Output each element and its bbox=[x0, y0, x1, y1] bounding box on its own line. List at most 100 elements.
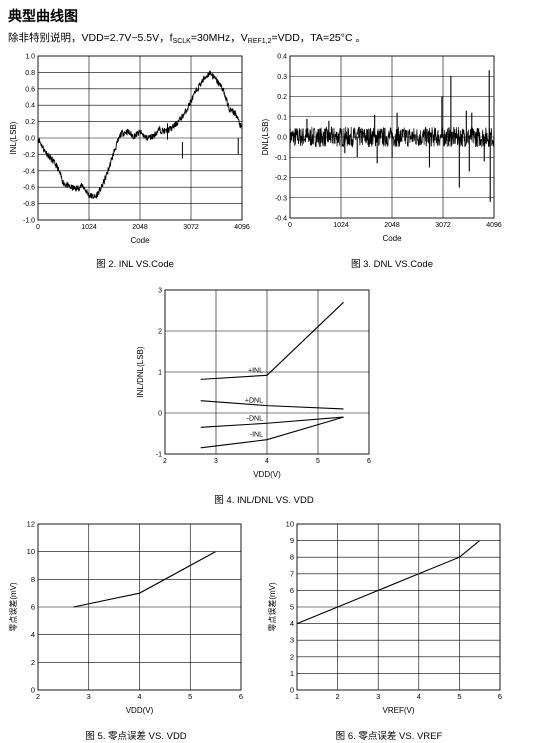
conditions-sclk-subscript: SCLK bbox=[172, 38, 191, 45]
fig6-ytick-label: 10 bbox=[286, 520, 294, 529]
conditions-suffix: =VDD，TA=25°C 。 bbox=[271, 32, 366, 44]
fig4-plot-frame bbox=[164, 289, 370, 455]
fig3-ytick-label: 0.3 bbox=[277, 74, 287, 81]
fig5-xtick-label: 6 bbox=[239, 692, 243, 701]
fig2-xtick-label: 1024 bbox=[81, 224, 97, 231]
test-conditions: 除非特别说明，VDD=2.7V~5.5V，fSCLK=30MHz，VREF1,2… bbox=[8, 30, 366, 45]
fig3-xtick-label: 4096 bbox=[486, 222, 502, 229]
fig3-ytick-label: -0.4 bbox=[275, 216, 287, 223]
fig6-xtick-label: 1 bbox=[295, 692, 299, 701]
fig2-ylabel: INL(LSB) bbox=[9, 121, 18, 154]
fig6-ytick-label: 5 bbox=[290, 603, 294, 612]
fig2-ytick-label: -0.8 bbox=[23, 201, 35, 208]
conditions-prefix: 除非特别说明，VDD=2.7V~5.5V，f bbox=[8, 32, 173, 44]
fig4-xtick-label: 3 bbox=[214, 458, 218, 465]
fig6-ytick-label: 0 bbox=[290, 686, 294, 695]
fig6-ytick-label: 6 bbox=[290, 586, 294, 595]
fig3-ytick-label: 0.4 bbox=[277, 54, 287, 61]
fig4-ytick-label: 2 bbox=[158, 329, 162, 336]
fig5-xtick-label: 3 bbox=[87, 692, 91, 701]
conditions-mid: =30MHz，V bbox=[190, 32, 248, 44]
fig4-line-inl bbox=[200, 301, 344, 380]
fig4-series-label: -INL bbox=[250, 432, 263, 439]
fig4-line-dnl bbox=[200, 416, 344, 428]
fig6-xtick-label: 4 bbox=[417, 692, 421, 701]
fig6-caption: 图 6. 零点误差 VS. VREF bbox=[335, 731, 443, 742]
fig6-ytick-label: 8 bbox=[290, 553, 294, 562]
fig3-caption: 图 3. DNL VS.Code bbox=[350, 259, 434, 270]
fig4-series-label: +INL bbox=[248, 367, 263, 374]
fig6-xlabel: VREF(V) bbox=[383, 706, 415, 715]
fig6-ytick-label: 9 bbox=[290, 536, 294, 545]
fig4-xtick-label: 5 bbox=[316, 458, 320, 465]
fig4-series-label: +DNL bbox=[245, 398, 263, 405]
fig2-ytick-label: 0.2 bbox=[25, 119, 35, 126]
fig4-ytick-label: 1 bbox=[158, 370, 162, 377]
fig2-plot-frame bbox=[37, 55, 243, 221]
fig2-xtick-label: 3072 bbox=[183, 224, 199, 231]
fig6-plot-frame bbox=[296, 523, 501, 691]
fig5-xtick-label: 5 bbox=[188, 692, 192, 701]
fig2-ytick-label: -0.6 bbox=[23, 185, 35, 192]
fig4-series-label: -DNL bbox=[247, 415, 263, 422]
fig2-ytick-label: -1.0 bbox=[23, 218, 35, 225]
fig3-ytick-label: 0.0 bbox=[277, 135, 287, 142]
fig6-ytick-label: 1 bbox=[290, 669, 294, 678]
fig4-line-dnl bbox=[200, 400, 344, 410]
fig5-ytick-label: 2 bbox=[31, 658, 35, 667]
fig5-ytick-label: 4 bbox=[31, 630, 35, 639]
fig2-ytick-label: 0.6 bbox=[25, 86, 35, 93]
fig4-xtick-label: 2 bbox=[163, 458, 167, 465]
fig4-xtick-label: 6 bbox=[367, 458, 371, 465]
fig2-inl-trace bbox=[37, 70, 243, 199]
fig5-caption: 图 5. 零点误差 VS. VDD bbox=[85, 731, 187, 742]
fig5-xlabel: VDD(V) bbox=[126, 706, 154, 715]
fig3-xtick-label: 2048 bbox=[384, 222, 400, 229]
fig4-line-inl bbox=[200, 416, 344, 449]
fig5-plot-frame bbox=[37, 523, 242, 691]
fig2-ytick-label: 0.4 bbox=[25, 103, 35, 110]
fig5-ytick-label: 0 bbox=[31, 686, 35, 695]
fig2-ytick-label: -0.4 bbox=[23, 168, 35, 175]
fig6-ytick-label: 4 bbox=[290, 619, 294, 628]
fig5-ytick-label: 10 bbox=[27, 547, 35, 556]
fig3-xlabel: Code bbox=[382, 234, 402, 243]
fig2-xtick-label: 4096 bbox=[234, 224, 250, 231]
fig5-line-series0 bbox=[73, 551, 216, 608]
section-title: 典型曲线图 bbox=[8, 8, 78, 24]
fig2-caption: 图 2. INL VS.Code bbox=[96, 259, 174, 270]
fig2-xtick-label: 0 bbox=[36, 224, 40, 231]
fig3-ytick-label: 0.1 bbox=[277, 114, 287, 121]
fig4-xtick-label: 4 bbox=[265, 458, 269, 465]
fig4-caption: 图 4. INL/DNL VS. VDD bbox=[214, 495, 314, 506]
fig3-xtick-label: 3072 bbox=[435, 222, 451, 229]
conditions-ref-subscript: REF1,2 bbox=[247, 38, 272, 45]
fig3-xtick-label: 0 bbox=[288, 222, 292, 229]
fig4-ytick-label: 3 bbox=[158, 288, 162, 295]
fig6-ylabel: 零点误差(mV) bbox=[267, 582, 277, 632]
fig5-xtick-label: 4 bbox=[137, 692, 141, 701]
fig4-xlabel: VDD(V) bbox=[253, 470, 281, 479]
fig5-xtick-label: 2 bbox=[36, 692, 40, 701]
fig2-ytick-label: 0.0 bbox=[25, 136, 35, 143]
fig5-ylabel: 零点误差(mV) bbox=[8, 582, 18, 632]
fig4-ytick-label: -1 bbox=[156, 452, 162, 459]
fig4-ylabel: INL/DNL(LSB) bbox=[136, 346, 145, 397]
fig2-ytick-label: 0.8 bbox=[25, 70, 35, 77]
fig3-ytick-label: -0.2 bbox=[275, 175, 287, 182]
fig6-xtick-label: 5 bbox=[457, 692, 461, 701]
fig4-chart: 2 3 4 5 6 -1 0 1 2 3 VDD(V) INL/DNL(LSB) +INL +DNL -DN… bbox=[136, 288, 371, 480]
fig5-ytick-label: 6 bbox=[31, 603, 35, 612]
fig2-xtick-label: 2048 bbox=[132, 224, 148, 231]
fig3-ytick-label: -0.1 bbox=[275, 155, 287, 162]
fig3-ytick-label: -0.3 bbox=[275, 195, 287, 202]
fig6-xtick-label: 2 bbox=[336, 692, 340, 701]
fig6-ytick-label: 7 bbox=[290, 569, 294, 578]
fig5-ytick-label: 8 bbox=[31, 575, 35, 584]
fig4-ytick-label: 0 bbox=[158, 411, 162, 418]
fig6-xtick-label: 3 bbox=[376, 692, 380, 701]
fig3-ylabel: DNL(LSB) bbox=[261, 118, 270, 155]
